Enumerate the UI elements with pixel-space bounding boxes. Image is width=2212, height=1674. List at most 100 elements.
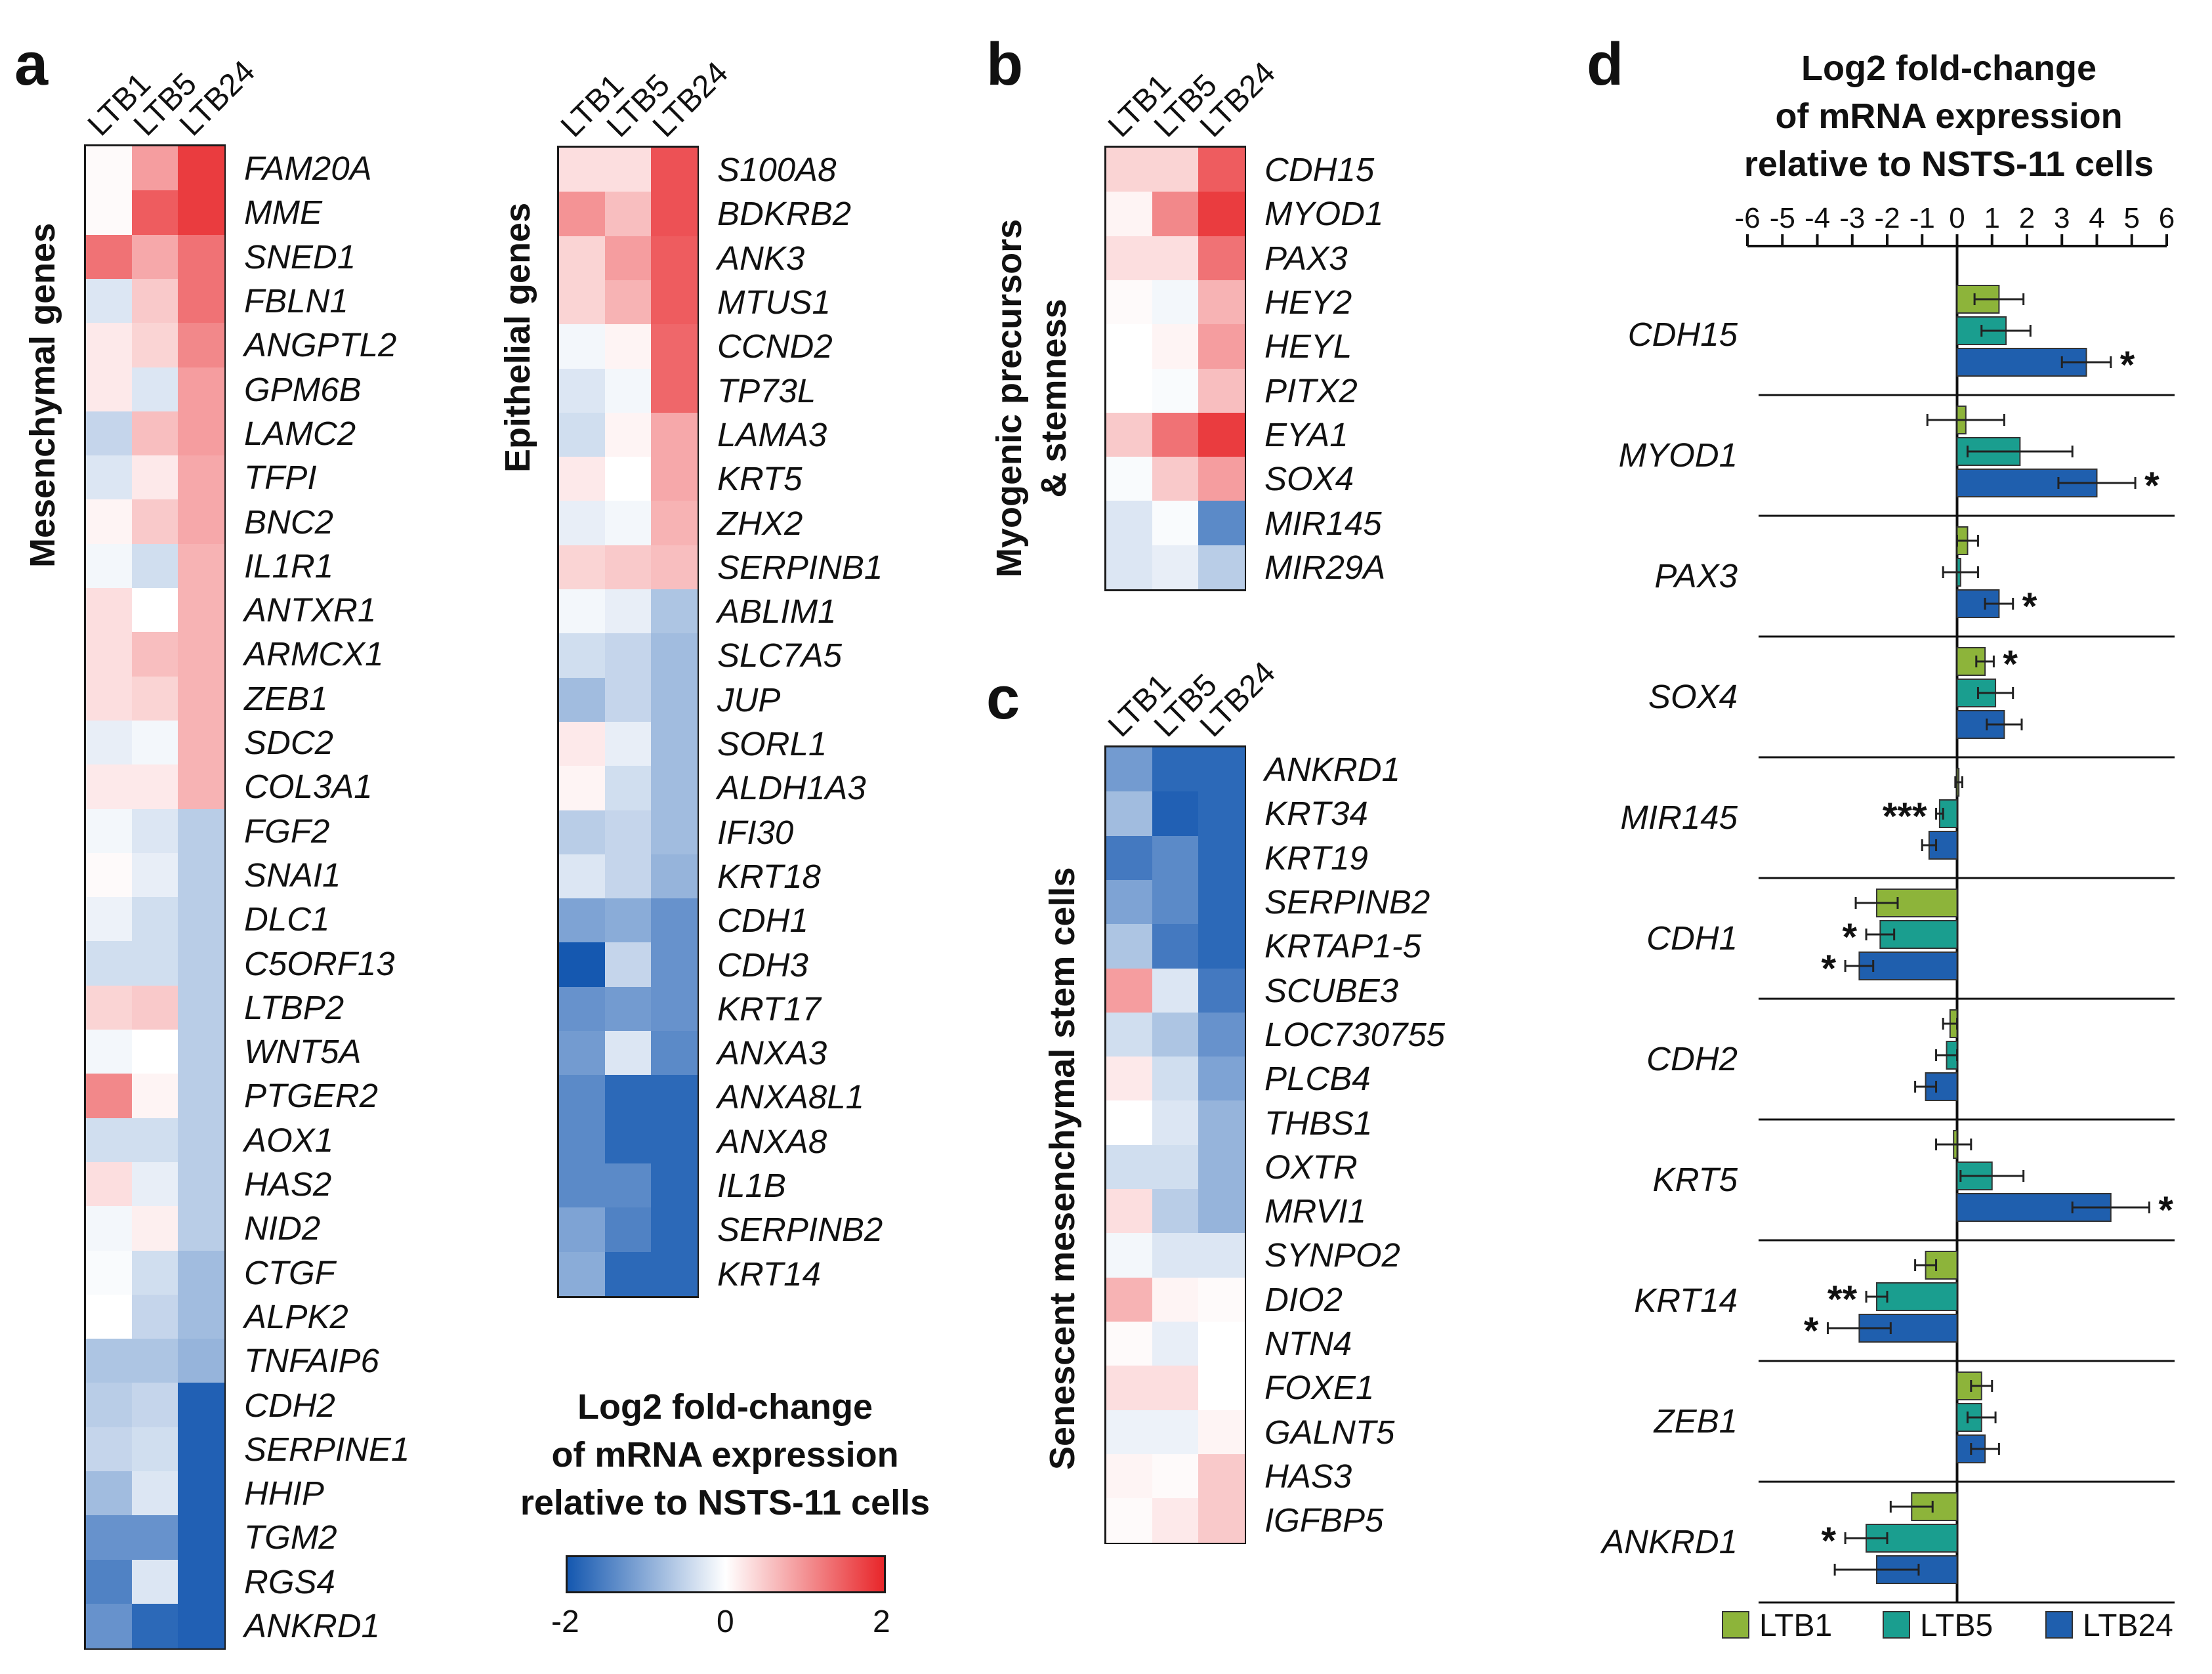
- heatmap-cell: [559, 1251, 606, 1297]
- heatmap-cell: [1198, 835, 1245, 881]
- heatmap-cell: [86, 146, 133, 191]
- gene-label: MIR145: [1264, 504, 1382, 542]
- heatmap-cell: [178, 1294, 224, 1339]
- heatmap-cell: [132, 808, 178, 854]
- heatmap-cell: [651, 1163, 698, 1208]
- legend-min-label: -2: [551, 1604, 579, 1639]
- heatmap-cell: [605, 457, 652, 501]
- group-label: MIR145: [1620, 799, 1738, 836]
- heatmap-cell: [1198, 192, 1245, 237]
- heatmap-cell: [178, 676, 224, 721]
- heatmap-cell: [605, 545, 652, 590]
- heatmap-cell: [651, 1075, 698, 1120]
- heatmap-cell: [178, 411, 224, 456]
- heatmap-cell: [86, 1250, 133, 1295]
- x-tick-label: 5: [2124, 202, 2140, 234]
- heatmap-cell: [651, 589, 698, 634]
- heatmap-cell: [651, 1119, 698, 1164]
- heatmap-cell: [605, 1207, 652, 1252]
- gene-label: HEYL: [1264, 327, 1352, 366]
- heatmap-cell: [86, 323, 133, 367]
- gene-label: ANXA3: [717, 1034, 827, 1072]
- heatmap-cell: [1152, 1144, 1199, 1190]
- gene-label: PAX3: [1264, 239, 1348, 277]
- heatmap-cell: [559, 898, 606, 943]
- heatmap-cell: [178, 499, 224, 545]
- heatmap-cell: [1198, 1100, 1245, 1146]
- gene-label: LAMA3: [717, 415, 827, 453]
- heatmap-cell: [1106, 457, 1153, 501]
- gene-label: HAS3: [1264, 1457, 1352, 1495]
- heatmap-cell: [605, 412, 652, 457]
- heatmap-cell: [651, 677, 698, 722]
- gene-label: C5ORF13: [244, 944, 395, 982]
- heatmap-cell: [651, 368, 698, 413]
- gene-label: MME: [244, 194, 322, 232]
- x-tick-label: -2: [1874, 202, 1900, 234]
- heatmap-cell: [651, 236, 698, 281]
- significance-marker: *: [2120, 344, 2135, 387]
- heatmap-cell: [1106, 324, 1153, 369]
- heatmap-cell: [605, 1031, 652, 1076]
- heatmap-cell: [132, 1074, 178, 1119]
- heatmap-cell: [1198, 791, 1245, 837]
- gene-label: ANKRD1: [1264, 751, 1400, 789]
- heatmap-cell: [605, 766, 652, 810]
- significance-marker: *: [1804, 1310, 1819, 1352]
- heatmap-cell: [1152, 148, 1199, 192]
- heatmap-cell: [651, 854, 698, 899]
- x-tick-label: 2: [2019, 202, 2035, 234]
- heatmap-cell: [559, 854, 606, 899]
- heatmap-cell: [86, 1030, 133, 1074]
- heatmap-cell: [1198, 879, 1245, 925]
- gene-label: IGFBP5: [1264, 1501, 1384, 1539]
- heatmap-cell: [605, 677, 652, 722]
- heatmap-cell: [86, 1559, 133, 1604]
- heatmap-cell: [1106, 192, 1153, 237]
- gene-label: CDH1: [717, 902, 808, 940]
- gene-label: KRTAP1-5: [1264, 927, 1422, 965]
- gene-label: CDH2: [244, 1386, 335, 1424]
- heatmap-cell: [559, 1075, 606, 1120]
- heatmap-cell: [605, 721, 652, 766]
- heatmap-cell: [132, 1118, 178, 1163]
- heatmap-cell: [605, 368, 652, 413]
- heatmap-cell: [651, 192, 698, 237]
- heatmap-cell: [178, 367, 224, 412]
- gene-label: FBLN1: [244, 282, 348, 320]
- heatmap-cell: [132, 1383, 178, 1428]
- heatmap-cell: [132, 1427, 178, 1472]
- heatmap-cell: [132, 543, 178, 589]
- heatmap-cell: [132, 455, 178, 500]
- heatmap-cell: [178, 1383, 224, 1428]
- heatmap-cell: [1198, 1144, 1245, 1190]
- heatmap-cell: [605, 1119, 652, 1164]
- heatmap-cell: [1198, 1277, 1245, 1322]
- gene-label: FGF2: [244, 812, 330, 850]
- heatmap-cell: [605, 148, 652, 192]
- significance-marker: ***: [1883, 795, 1927, 838]
- heatmap-cell: [1106, 1498, 1153, 1543]
- heatmap-cell: [86, 367, 133, 412]
- group-label: MYOD1: [1619, 436, 1738, 474]
- heatmap-cell: [178, 1427, 224, 1472]
- heatmap-cell: [651, 457, 698, 501]
- heatmap-cell: [1198, 457, 1245, 501]
- heatmap-cell: [1106, 1144, 1153, 1190]
- heatmap-cell: [1106, 835, 1153, 881]
- heatmap-cell: [132, 1559, 178, 1604]
- heatmap-cell: [1106, 148, 1153, 192]
- gene-label: ABLIM1: [717, 593, 837, 631]
- heatmap-cell: [559, 677, 606, 722]
- heatmap-cell: [132, 632, 178, 677]
- heatmap-cell: [86, 808, 133, 854]
- heatmap-cell: [1106, 1233, 1153, 1278]
- gene-label: ANK3: [717, 239, 805, 277]
- heatmap-cell: [651, 545, 698, 590]
- gene-label: THBS1: [1264, 1104, 1373, 1142]
- heatmap-cell: [178, 1250, 224, 1295]
- heatmap-cell: [1106, 280, 1153, 325]
- heatmap-cell: [1106, 1189, 1153, 1234]
- x-tick-label: -5: [1770, 202, 1795, 234]
- gene-label: MYOD1: [1264, 195, 1384, 233]
